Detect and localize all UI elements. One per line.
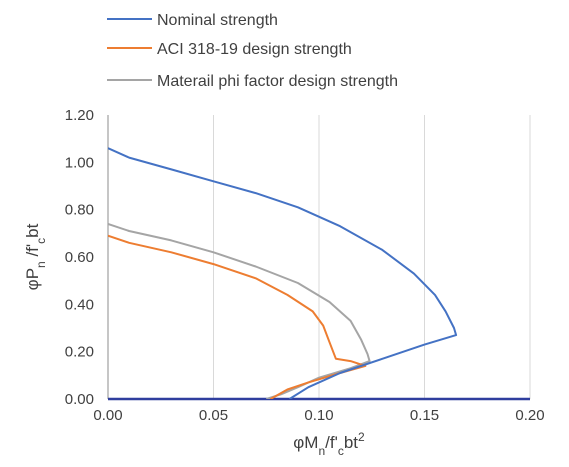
legend-item-2: ACI 318-19 design strength: [107, 41, 352, 58]
x-tick-label: 0.20: [515, 407, 544, 424]
y-tick-label: 0.60: [65, 249, 94, 266]
x-tick-label: 0.05: [199, 407, 228, 424]
x-axis-label: φMn/f'cbt2: [293, 430, 365, 458]
y-tick-label: 1.20: [65, 107, 94, 124]
y-tick-label: 0.00: [65, 391, 94, 408]
legend: Nominal strength ACI 318-19 design streng…: [107, 12, 398, 90]
x-tick-label: 0.00: [93, 407, 122, 424]
x-tick-label: 0.15: [410, 407, 439, 424]
gridlines: [213, 115, 531, 399]
series-layer: [108, 147, 458, 399]
x-tick-label: 0.10: [304, 407, 333, 424]
legend-label: ACI 318-19 design strength: [157, 41, 352, 58]
y-tick-label: 1.00: [65, 154, 94, 171]
legend-item-1: Nominal strength: [107, 12, 278, 29]
y-axis-label: φPn /f'cbt: [23, 223, 48, 290]
legend-label: Materail phi factor design strength: [157, 73, 398, 90]
legend-label: Nominal strength: [157, 12, 278, 29]
axes: [107, 115, 530, 401]
series-line-1: [108, 147, 458, 399]
y-tick-label: 0.40: [65, 296, 94, 313]
y-tick-label: 0.20: [65, 344, 94, 361]
y-tick-label: 0.80: [65, 202, 94, 219]
series-line-3: [108, 222, 371, 399]
series-line-2: [108, 234, 367, 399]
legend-item-3: Materail phi factor design strength: [107, 73, 398, 90]
tick-labels: 0.00 0.20 0.40 0.60 0.80 1.00 1.20 0.00 0.05 0.10…: [65, 107, 545, 424]
